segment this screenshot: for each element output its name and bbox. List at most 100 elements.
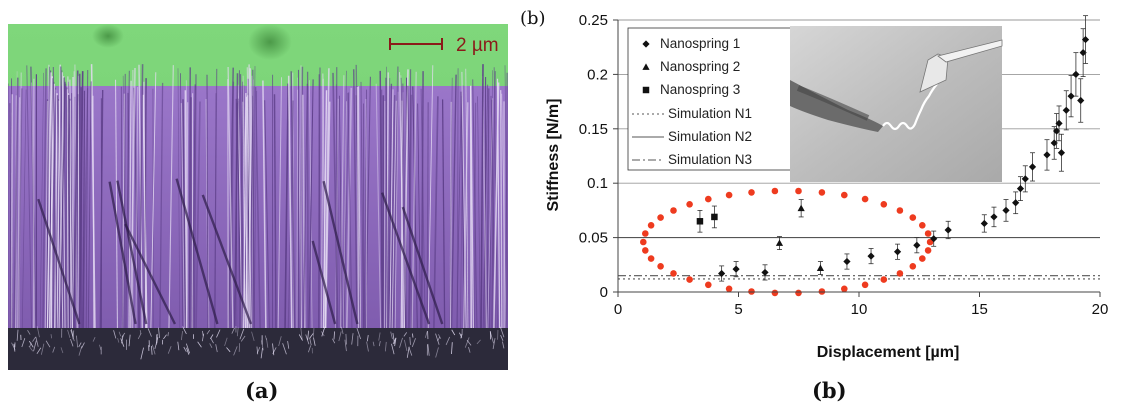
nanowire-dark: [175, 178, 219, 325]
ellipse-dot: [861, 195, 869, 203]
nanowire: [39, 72, 44, 333]
substrate-speckle: [344, 339, 347, 352]
nanowire: [123, 73, 126, 333]
nanowire: [57, 70, 63, 333]
y-tick-labels: 0 0.05 0.1 0.15 0.2 0.25: [579, 12, 608, 301]
x-tick-label: 20: [1092, 301, 1109, 318]
nanowire: [45, 66, 50, 333]
nanowire: [82, 88, 89, 333]
nanowire: [168, 65, 174, 333]
substrate-speckle: [35, 336, 39, 347]
nanowire: [417, 103, 422, 333]
data-point-series-2: [816, 264, 825, 271]
nanowire: [177, 68, 181, 333]
ellipse-dot: [771, 289, 779, 297]
nanowire: [487, 98, 494, 333]
nanowire: [339, 95, 343, 333]
substrate-speckle: [451, 329, 456, 336]
nanowire: [73, 70, 79, 333]
substrate-speckle: [464, 337, 470, 348]
substrate-speckle: [300, 327, 303, 340]
substrate-speckle: [239, 328, 245, 340]
nanowire: [352, 69, 358, 333]
y-tick-label: 0.15: [579, 121, 608, 138]
nanowire: [64, 83, 68, 333]
substrate-speckle: [378, 340, 381, 347]
substrate-speckle: [499, 326, 505, 338]
data-point-series-1: [1072, 70, 1080, 78]
substrate-speckle: [120, 338, 125, 347]
nanowire: [99, 89, 104, 333]
ellipse-dot: [725, 285, 733, 293]
data-point-series-1: [980, 219, 988, 228]
nanowire: [379, 70, 384, 333]
ellipse-dot: [896, 207, 904, 214]
ellipse-dot: [919, 222, 926, 229]
substrate-speckle: [391, 343, 395, 355]
caption-a: (a): [245, 378, 279, 403]
substrate-speckle: [287, 340, 290, 349]
substrate-speckle: [233, 346, 238, 356]
ellipse-dot: [748, 189, 755, 196]
nanowire-dark: [108, 181, 137, 325]
data-point-series-1: [1016, 185, 1025, 193]
substrate-speckle: [424, 331, 428, 338]
nanowire: [302, 83, 308, 333]
nanowire-dark: [37, 198, 81, 325]
data-point-series-1: [944, 226, 952, 234]
nanowire: [411, 71, 417, 333]
substrate-speckle: [384, 341, 387, 352]
data-point-series-1: [930, 235, 938, 243]
substrate-speckle: [332, 338, 336, 344]
nanowire: [150, 72, 157, 333]
ellipse-dot: [640, 238, 647, 246]
substrate-speckle: [52, 346, 56, 353]
ellipse-dot: [909, 263, 917, 270]
data-point-series-1: [1002, 206, 1010, 214]
legend-marker-diamond: [642, 40, 650, 48]
substrate-speckle: [282, 343, 287, 355]
substrate-speckle: [468, 346, 471, 353]
substrate-speckle: [13, 343, 16, 352]
data-point-series-1: [1055, 119, 1063, 127]
ellipse-dot: [725, 191, 733, 199]
ellipse-dot: [795, 187, 802, 195]
substrate-speckle: [21, 338, 26, 348]
legend-entry-nanospring-2: Nanospring 2: [660, 59, 740, 74]
data-point-series-1: [843, 257, 851, 266]
ellipse-dot: [686, 276, 693, 283]
nanowire: [159, 82, 164, 333]
substrate-speckle: [147, 328, 152, 337]
nanowire: [180, 103, 186, 333]
substrate-speckle: [435, 347, 439, 358]
substrate-speckle: [261, 340, 264, 351]
nanowire: [188, 67, 191, 333]
data-point-series-1: [893, 248, 902, 256]
ellipse-dot: [924, 230, 932, 237]
y-tick-label: 0.05: [579, 230, 608, 247]
nanowire: [357, 86, 362, 333]
panel-label: (b): [520, 8, 546, 29]
substrate-speckle: [167, 346, 172, 354]
ellipse-dot: [896, 270, 904, 277]
substrate-speckle: [408, 346, 413, 356]
nanowire: [296, 89, 298, 333]
substrate-texture: [11, 326, 505, 360]
nanowire: [54, 93, 58, 333]
nanowire: [400, 77, 406, 333]
nanowire: [251, 95, 254, 333]
substrate-speckle: [260, 347, 263, 359]
x-tick-label: 0: [614, 301, 622, 318]
substrate-speckle: [272, 343, 275, 356]
substrate-speckle: [437, 336, 441, 342]
y-tick-label: 0.1: [587, 175, 608, 192]
substrate-speckle: [251, 331, 255, 341]
nanowire: [388, 83, 393, 333]
data-point-series-1: [1053, 127, 1061, 135]
nanowire: [505, 72, 508, 333]
substrate-speckle: [78, 342, 82, 348]
nanowire: [26, 65, 33, 333]
nanowire: [82, 90, 86, 333]
substrate-speckle: [272, 347, 277, 355]
scale-bar-label: 2 µm: [456, 35, 499, 56]
